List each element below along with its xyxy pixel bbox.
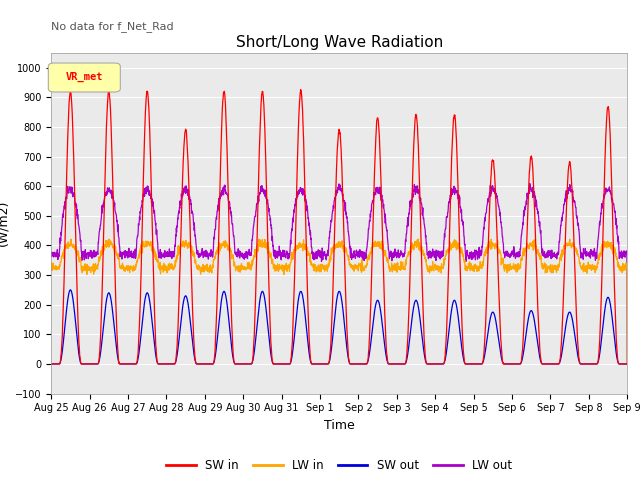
LW out	[623, 361, 631, 367]
SW in	[573, 314, 580, 320]
Line: SW in: SW in	[51, 90, 627, 364]
LW out	[526, 180, 534, 186]
Text: No data for f_Net_Rad: No data for f_Net_Rad	[51, 22, 174, 32]
Line: SW out: SW out	[51, 290, 627, 364]
LW in	[507, 267, 515, 273]
LW out	[356, 247, 364, 252]
SW in	[623, 361, 631, 367]
LW in	[47, 260, 55, 266]
SW out	[623, 361, 631, 367]
Line: LW in: LW in	[51, 239, 627, 364]
Title: Short/Long Wave Radiation: Short/Long Wave Radiation	[236, 35, 443, 50]
SW out	[573, 345, 580, 350]
SW in	[47, 361, 55, 367]
Y-axis label: (W/m2): (W/m2)	[0, 200, 10, 246]
SW out	[589, 361, 596, 367]
LW in	[573, 246, 580, 252]
Text: VR_met: VR_met	[65, 72, 103, 83]
X-axis label: Time: Time	[324, 419, 355, 432]
SW in	[507, 361, 515, 367]
FancyBboxPatch shape	[49, 63, 120, 92]
SW in	[208, 361, 216, 367]
LW in	[369, 245, 376, 251]
SW in	[297, 87, 305, 93]
LW out	[507, 251, 515, 257]
LW in	[589, 262, 596, 267]
SW in	[369, 235, 376, 240]
SW in	[589, 361, 596, 367]
SW out	[208, 361, 216, 367]
LW in	[67, 236, 75, 242]
Legend: SW in, LW in, SW out, LW out: SW in, LW in, SW out, LW out	[161, 454, 517, 477]
SW out	[47, 361, 55, 367]
LW out	[47, 250, 55, 255]
LW in	[356, 262, 364, 268]
LW out	[573, 214, 580, 219]
SW in	[356, 361, 364, 367]
LW out	[369, 199, 376, 204]
LW in	[623, 361, 631, 367]
SW out	[356, 361, 364, 367]
Line: LW out: LW out	[51, 183, 627, 364]
LW in	[208, 265, 216, 271]
SW out	[67, 287, 74, 293]
LW out	[208, 252, 216, 258]
SW out	[369, 324, 376, 329]
LW out	[589, 249, 596, 255]
SW out	[507, 361, 515, 367]
